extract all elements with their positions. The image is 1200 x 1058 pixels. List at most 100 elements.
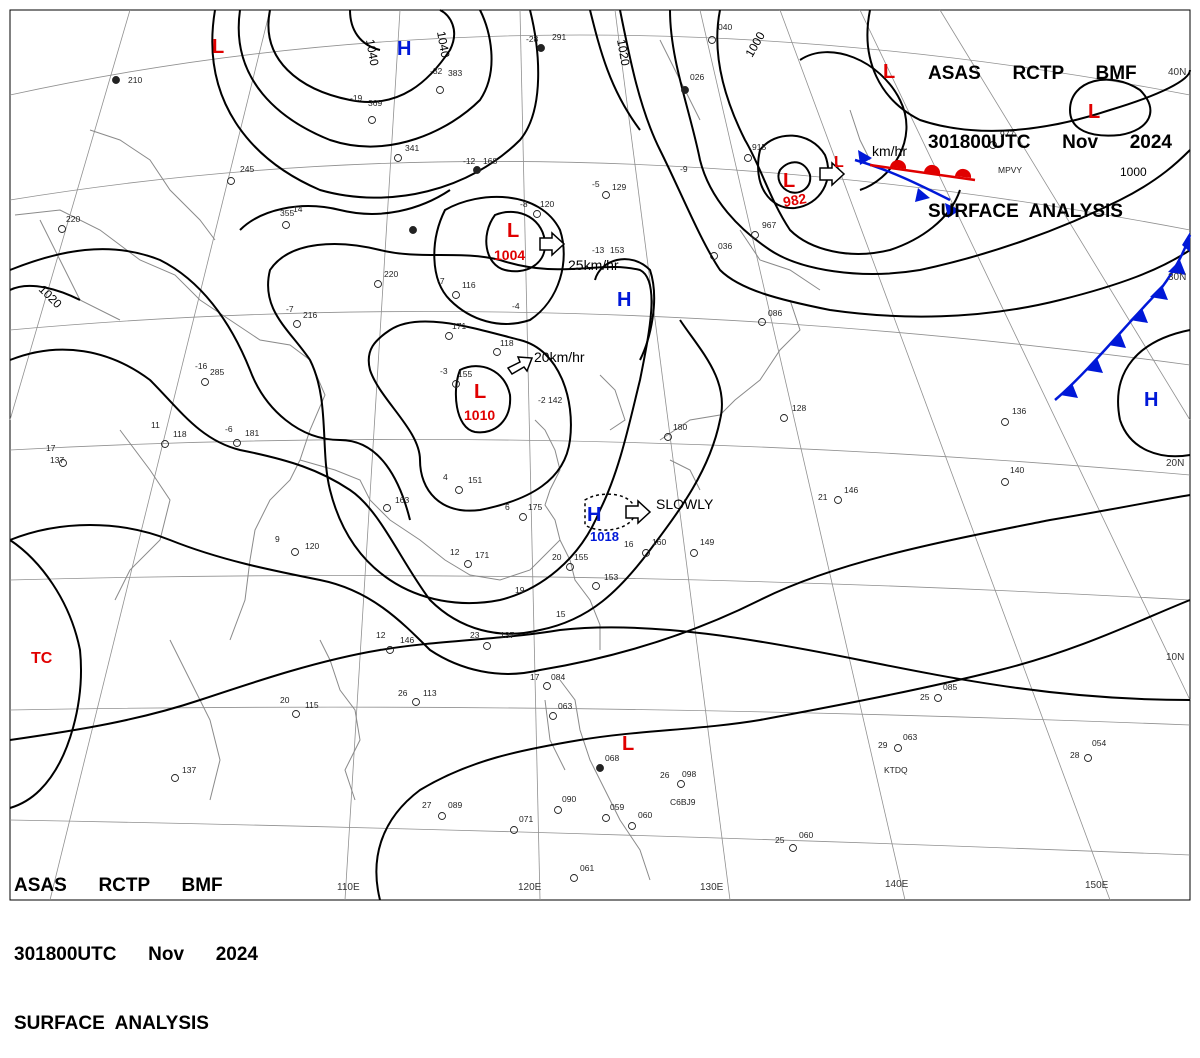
station-value: 171 bbox=[452, 321, 466, 331]
station-value: 245 bbox=[240, 164, 254, 174]
low-symbol: L bbox=[507, 220, 519, 242]
station-value: 140 bbox=[1010, 465, 1024, 475]
longitude-label: 140E bbox=[885, 879, 909, 890]
station-value: 068 bbox=[605, 753, 619, 763]
station-value: 181 bbox=[245, 428, 259, 438]
high-symbol: H bbox=[587, 504, 601, 526]
header-line3: SURFACE ANALYSIS bbox=[928, 201, 1123, 222]
warm-front bbox=[869, 159, 976, 182]
latitude-lines bbox=[9, 34, 1191, 856]
station-value: 163 bbox=[395, 495, 409, 505]
station-temp: 15 bbox=[556, 609, 566, 619]
station-temp: -9 bbox=[680, 164, 688, 174]
station-ids: KTDQ C6BJ9 MPVY bbox=[670, 165, 1022, 807]
station-value: 098 bbox=[682, 769, 696, 779]
header-line3: SURFACE ANALYSIS bbox=[14, 1013, 209, 1034]
isobar-label: 1040 bbox=[434, 30, 452, 59]
header-bottom-left: ASAS RCTP BMF 301800UTC Nov 2024 SURFACE… bbox=[14, 828, 258, 1058]
station-value: 153 bbox=[604, 572, 618, 582]
station-temp: -4 bbox=[512, 301, 520, 311]
high-symbol: H bbox=[617, 289, 631, 311]
station-value: 915 bbox=[752, 142, 766, 152]
station-value: 120 bbox=[305, 541, 319, 551]
station-temp: 9 bbox=[275, 534, 280, 544]
station-value: 036 bbox=[718, 241, 732, 251]
station-value: 155 bbox=[574, 552, 588, 562]
station-temp: -16 bbox=[195, 361, 208, 371]
station-temp: 17 bbox=[46, 443, 56, 453]
station-value: 355 bbox=[280, 208, 294, 218]
station-value: 113 bbox=[423, 688, 437, 698]
low-symbol: L bbox=[783, 170, 795, 192]
station-temp: 25 bbox=[920, 692, 930, 702]
station-value: 977 bbox=[1000, 129, 1014, 139]
station-value: 136 bbox=[1012, 406, 1026, 416]
station-value: 118 bbox=[173, 429, 187, 439]
station-temp: -32 bbox=[430, 66, 443, 76]
station-value: 089 bbox=[448, 800, 462, 810]
station-value: 063 bbox=[558, 701, 572, 711]
station-temps: -19 -12 -8 -13 -7 -4 -3 -2 6 4 12 20 19 … bbox=[46, 34, 1080, 845]
axis-labels: 110E 120E 130E 140E 150E 40N 30N 20N 10N bbox=[337, 67, 1186, 893]
station-plots: 210 383 369 341 168 120 129 153 116 171 … bbox=[46, 22, 1106, 882]
station-temp: 14 bbox=[293, 204, 303, 214]
station-value: 171 bbox=[475, 550, 489, 560]
header-top-right: ASAS RCTP BMF 301800UTC Nov 2024 SURFACE… bbox=[928, 16, 1172, 246]
station-id: KTDQ bbox=[884, 765, 908, 775]
station-value: 291 bbox=[552, 32, 566, 42]
station-temp: -12 bbox=[463, 156, 476, 166]
station-value: 383 bbox=[448, 68, 462, 78]
station-value: 210 bbox=[128, 75, 142, 85]
station-temp: 25 bbox=[775, 835, 785, 845]
station-temp: 29 bbox=[878, 740, 888, 750]
low-symbol: L bbox=[1088, 101, 1100, 123]
longitude-label: 120E bbox=[518, 882, 542, 893]
station-id: C6BJ9 bbox=[670, 797, 696, 807]
tropical-cyclone-symbol: TC bbox=[31, 650, 53, 667]
low-symbol: L bbox=[622, 733, 634, 755]
station-temp: -6 bbox=[225, 424, 233, 434]
station-temp: 17 bbox=[530, 672, 540, 682]
low-symbol: L bbox=[212, 36, 224, 58]
longitude-label: 130E bbox=[700, 882, 724, 893]
station-value: 061 bbox=[580, 863, 594, 873]
low-pressure: 1010 bbox=[464, 407, 495, 423]
high-symbol: H bbox=[397, 38, 411, 60]
station-value: 175 bbox=[528, 502, 542, 512]
station-value: 146 bbox=[400, 635, 414, 645]
station-temp: 20 bbox=[280, 695, 290, 705]
station-value: 220 bbox=[66, 214, 80, 224]
station-value: 137 bbox=[182, 765, 196, 775]
station-id: MPVY bbox=[998, 165, 1022, 175]
station-temp: 26 bbox=[660, 770, 670, 780]
isobars bbox=[9, 9, 1191, 901]
station-value: 026 bbox=[690, 72, 704, 82]
station-temp: 28 bbox=[1070, 750, 1080, 760]
coastlines bbox=[14, 39, 871, 881]
station-value: 137 bbox=[500, 630, 514, 640]
station-value: 118 bbox=[500, 338, 514, 348]
header-line1: ASAS RCTP BMF bbox=[14, 875, 223, 896]
station-value: 153 bbox=[610, 245, 624, 255]
station-value: 086 bbox=[768, 308, 782, 318]
station-value: 137 bbox=[50, 455, 64, 465]
movement-label: 20km/hr bbox=[534, 349, 585, 365]
station-temp: -5 bbox=[592, 179, 600, 189]
station-temp: 16 bbox=[624, 539, 634, 549]
movement-labels: 25km/hr 20km/hr SLOWLY km/hr bbox=[534, 143, 907, 512]
cold-front bbox=[854, 150, 1192, 401]
longitude-label: 110E bbox=[337, 882, 360, 893]
station-temp: 21 bbox=[818, 492, 828, 502]
isobar-label: 1040 bbox=[363, 38, 381, 67]
station-value: 146 bbox=[844, 485, 858, 495]
station-temp: -7 bbox=[286, 304, 294, 314]
station-value: 168 bbox=[483, 156, 497, 166]
station-temp: 20 bbox=[552, 552, 562, 562]
station-value: 071 bbox=[519, 814, 533, 824]
station-temp: -2 bbox=[538, 395, 546, 405]
station-temp: 12 bbox=[376, 630, 386, 640]
low-pressure: 982 bbox=[782, 190, 808, 210]
station-temp: 26 bbox=[398, 688, 408, 698]
station-value: 341 bbox=[405, 143, 419, 153]
header-line2: 301800UTC Nov 2024 bbox=[14, 944, 258, 965]
